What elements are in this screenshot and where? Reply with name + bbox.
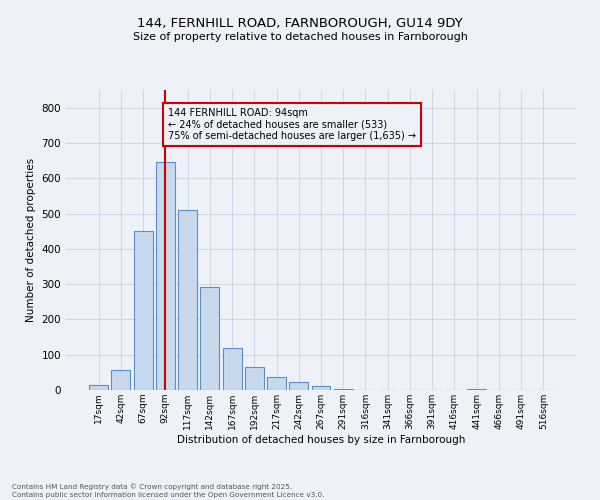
Bar	[245, 367, 264, 390]
Bar	[89, 386, 108, 390]
Text: Size of property relative to detached houses in Farnborough: Size of property relative to detached ho…	[133, 32, 467, 42]
Bar	[134, 231, 152, 390]
Bar	[267, 376, 286, 390]
X-axis label: Distribution of detached houses by size in Farnborough: Distribution of detached houses by size …	[177, 434, 465, 444]
Bar	[223, 348, 242, 390]
Bar	[156, 162, 175, 390]
Bar	[311, 386, 331, 390]
Y-axis label: Number of detached properties: Number of detached properties	[26, 158, 36, 322]
Bar	[334, 388, 353, 390]
Text: Contains HM Land Registry data © Crown copyright and database right 2025.
Contai: Contains HM Land Registry data © Crown c…	[12, 484, 325, 498]
Bar	[200, 286, 219, 390]
Text: 144 FERNHILL ROAD: 94sqm
← 24% of detached houses are smaller (533)
75% of semi-: 144 FERNHILL ROAD: 94sqm ← 24% of detach…	[168, 108, 416, 141]
Bar	[112, 370, 130, 390]
Bar	[178, 210, 197, 390]
Bar	[289, 382, 308, 390]
Text: 144, FERNHILL ROAD, FARNBOROUGH, GU14 9DY: 144, FERNHILL ROAD, FARNBOROUGH, GU14 9D…	[137, 18, 463, 30]
